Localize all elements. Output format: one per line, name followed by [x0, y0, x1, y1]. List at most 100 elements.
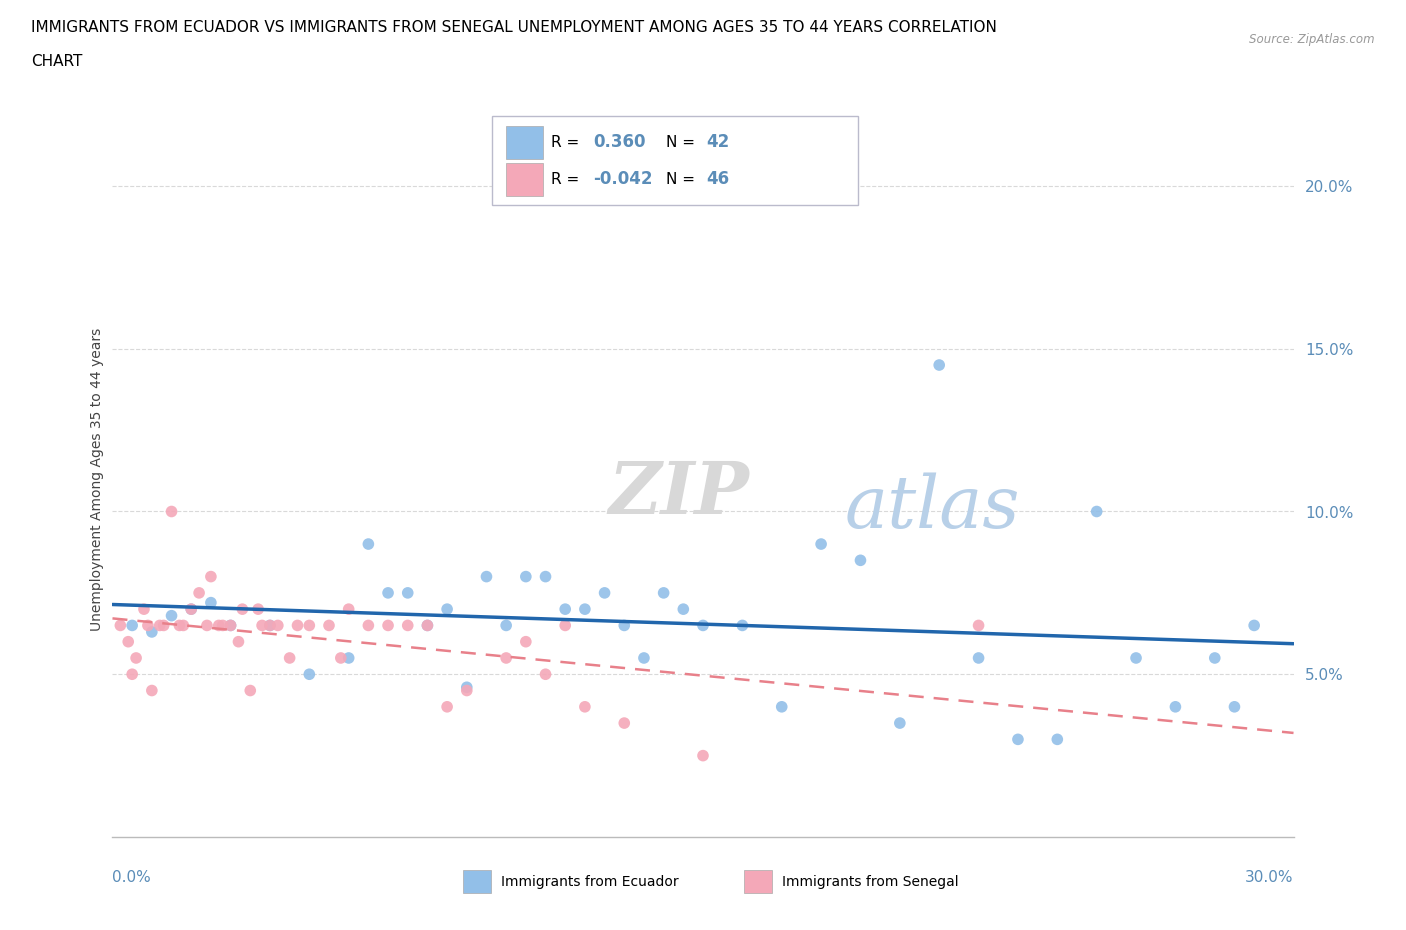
Point [160, 608, 183, 623]
Point [593, 586, 616, 601]
Point [180, 602, 202, 617]
Text: Source: ZipAtlas.com: Source: ZipAtlas.com [1250, 33, 1375, 46]
Point [357, 537, 380, 551]
Point [318, 618, 340, 633]
Point [250, 618, 273, 633]
Point [613, 618, 636, 633]
Point [377, 586, 399, 601]
Text: 42: 42 [706, 133, 730, 152]
Point [152, 618, 174, 633]
Point [849, 552, 872, 567]
Point [396, 586, 419, 601]
Point [416, 618, 439, 633]
Point [337, 602, 360, 617]
Point [125, 651, 148, 666]
Point [141, 683, 163, 698]
Point [1125, 651, 1147, 666]
Point [231, 602, 253, 617]
Point [180, 602, 202, 617]
Point [259, 618, 281, 633]
Point [298, 667, 321, 682]
Point [515, 569, 537, 584]
Point [200, 595, 222, 610]
Point [195, 618, 218, 633]
Point [436, 699, 458, 714]
Text: Immigrants from Ecuador: Immigrants from Ecuador [501, 874, 678, 889]
Point [967, 618, 990, 633]
Text: atlas: atlas [845, 472, 1021, 543]
Text: ZIP: ZIP [609, 458, 749, 529]
Point [160, 504, 183, 519]
Text: R =: R = [551, 135, 585, 150]
Point [692, 618, 714, 633]
Point [574, 602, 596, 617]
Point [652, 586, 675, 601]
Text: 0.360: 0.360 [593, 133, 645, 152]
Point [534, 569, 557, 584]
Point [188, 586, 211, 601]
Point [1243, 618, 1265, 633]
Point [287, 618, 309, 633]
Point [396, 618, 419, 633]
Point [889, 716, 911, 731]
Point [208, 618, 231, 633]
Point [574, 699, 596, 714]
Point [475, 569, 498, 584]
Text: 46: 46 [706, 170, 728, 189]
Point [247, 602, 270, 617]
Point [554, 602, 576, 617]
Point [456, 683, 478, 698]
Point [136, 618, 159, 633]
Point [219, 618, 242, 633]
Point [377, 618, 399, 633]
Point [495, 618, 517, 633]
Point [436, 602, 458, 617]
Point [495, 651, 517, 666]
Text: -0.042: -0.042 [593, 170, 652, 189]
Point [219, 618, 242, 633]
Text: CHART: CHART [31, 54, 83, 69]
Point [149, 618, 172, 633]
Point [731, 618, 754, 633]
Text: Immigrants from Senegal: Immigrants from Senegal [782, 874, 959, 889]
Point [357, 618, 380, 633]
Point [534, 667, 557, 682]
Point [770, 699, 793, 714]
Point [613, 716, 636, 731]
Point [169, 618, 191, 633]
Point [117, 634, 139, 649]
Point [554, 618, 576, 633]
Point [1085, 504, 1108, 519]
Point [121, 618, 143, 633]
Point [329, 651, 352, 666]
Point [200, 569, 222, 584]
Y-axis label: Unemployment Among Ages 35 to 44 years: Unemployment Among Ages 35 to 44 years [90, 327, 104, 631]
Point [1204, 651, 1226, 666]
Text: IMMIGRANTS FROM ECUADOR VS IMMIGRANTS FROM SENEGAL UNEMPLOYMENT AMONG AGES 35 TO: IMMIGRANTS FROM ECUADOR VS IMMIGRANTS FR… [31, 20, 997, 35]
Point [298, 618, 321, 633]
Point [278, 651, 301, 666]
Point [1223, 699, 1246, 714]
Point [1046, 732, 1069, 747]
Point [456, 680, 478, 695]
Point [141, 625, 163, 640]
Point [132, 602, 155, 617]
Text: R =: R = [551, 172, 585, 187]
Point [239, 683, 262, 698]
Point [172, 618, 194, 633]
Point [928, 357, 950, 372]
Point [692, 748, 714, 763]
Point [211, 618, 233, 633]
Point [810, 537, 832, 551]
Text: 30.0%: 30.0% [1246, 870, 1294, 884]
Text: N =: N = [666, 172, 700, 187]
Point [337, 651, 360, 666]
Point [267, 618, 290, 633]
Point [416, 618, 439, 633]
Text: N =: N = [666, 135, 700, 150]
Text: 0.0%: 0.0% [112, 870, 152, 884]
Point [110, 618, 132, 633]
Point [259, 618, 281, 633]
Point [633, 651, 655, 666]
Point [967, 651, 990, 666]
